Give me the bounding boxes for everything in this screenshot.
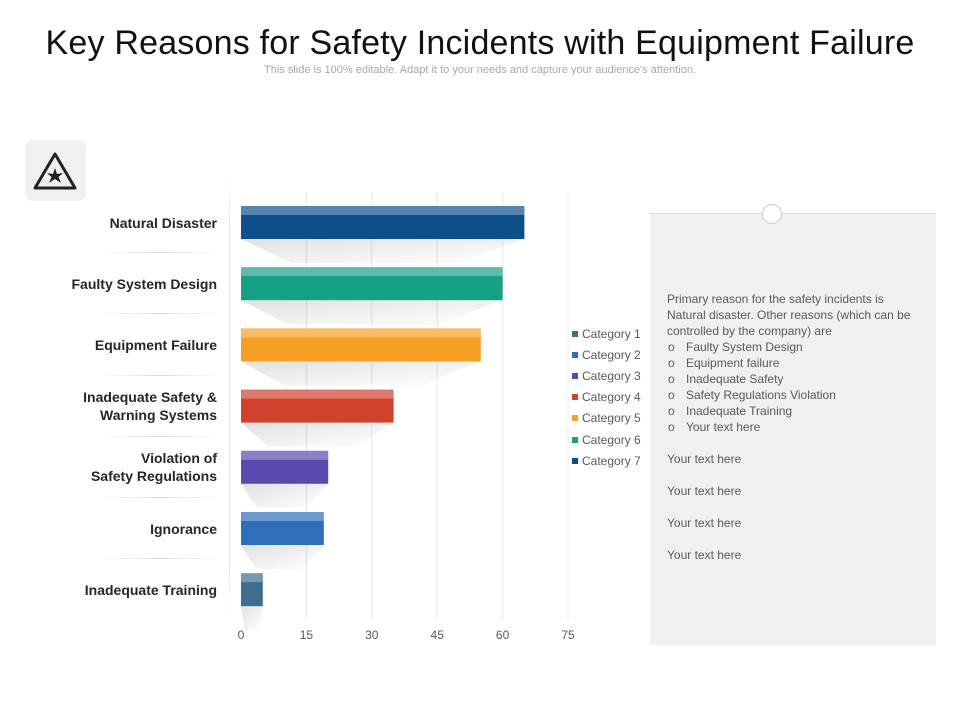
label-separator bbox=[100, 313, 220, 315]
page-subtitle: This slide is 100% editable. Adapt it to… bbox=[264, 64, 696, 76]
legend-item: Category 1 bbox=[572, 323, 652, 344]
bar bbox=[241, 328, 481, 362]
panel-extra-text: Your text here bbox=[667, 516, 742, 530]
legend-label: Category 6 bbox=[582, 432, 641, 447]
bar-highlight bbox=[241, 328, 481, 338]
bar-shadow bbox=[241, 422, 394, 447]
label-separator bbox=[100, 496, 220, 498]
panel-extra: Your text here Your text here Your text he… bbox=[667, 451, 912, 563]
panel-list-item: Faulty System Design bbox=[667, 339, 912, 355]
hazard-icon-box bbox=[25, 140, 86, 201]
x-tick-label: 0 bbox=[238, 628, 245, 642]
label-separator bbox=[100, 252, 220, 254]
x-tick-label: 75 bbox=[561, 628, 575, 642]
panel-list-item: Equipment failure bbox=[667, 355, 912, 371]
panel-text: Primary reason for the safety incidents … bbox=[667, 291, 912, 563]
panel-list-item: Inadequate Training bbox=[667, 403, 912, 419]
x-tick-label: 30 bbox=[365, 628, 379, 642]
legend-item: Category 6 bbox=[572, 429, 652, 450]
legend-swatch bbox=[572, 330, 578, 337]
bar-shadow bbox=[241, 239, 525, 263]
legend-swatch bbox=[572, 394, 578, 401]
legend-item: Category 3 bbox=[572, 365, 652, 386]
bar-highlight bbox=[241, 512, 324, 521]
legend-label: Category 7 bbox=[582, 453, 641, 468]
category-label: Ignorance bbox=[150, 520, 217, 537]
label-separator bbox=[100, 374, 220, 376]
bar-highlight bbox=[241, 573, 263, 583]
x-tick-label: 45 bbox=[431, 628, 445, 642]
legend-item: Category 5 bbox=[572, 408, 652, 429]
x-tick-label: 60 bbox=[496, 628, 510, 642]
legend-label: Category 5 bbox=[582, 411, 641, 426]
legend-swatch bbox=[572, 351, 578, 358]
legend-swatch bbox=[572, 436, 578, 443]
page-title: Key Reasons for Safety Incidents with Eq… bbox=[45, 24, 915, 62]
category-label: Equipment Failure bbox=[94, 336, 217, 353]
bar bbox=[241, 206, 525, 239]
label-separator bbox=[100, 435, 220, 437]
panel-extra-text: Your text here bbox=[667, 548, 742, 562]
bar-shadow bbox=[241, 606, 263, 631]
legend-swatch bbox=[572, 415, 578, 422]
bar-highlight bbox=[241, 267, 503, 277]
category-label: Violation of Safety Regulations bbox=[90, 450, 217, 485]
category-labels: Natural Disaster Faulty System Design Equi… bbox=[0, 0, 230, 720]
x-tick-label: 15 bbox=[300, 628, 314, 642]
legend-item: Category 4 bbox=[572, 387, 652, 408]
legend-item: Category 7 bbox=[572, 450, 652, 471]
panel-extra-text: Your text here bbox=[667, 452, 742, 466]
hazard-warning-icon bbox=[33, 152, 77, 190]
bar-shadow bbox=[241, 361, 481, 386]
legend-label: Category 3 bbox=[582, 368, 641, 383]
bar-highlight bbox=[241, 389, 394, 399]
bar bbox=[241, 389, 394, 423]
bar bbox=[241, 573, 263, 607]
bar bbox=[241, 450, 329, 484]
panel-intro: Primary reason for the safety incidents … bbox=[667, 292, 911, 338]
chart-legend: Category 1 Category 2 Category 3 Category 4… bbox=[572, 323, 652, 471]
bar-shadow bbox=[241, 300, 503, 325]
category-label: Inadequate Training bbox=[84, 581, 217, 598]
panel-list-item: Safety Regulations Violation bbox=[667, 387, 912, 403]
panel-list-item: Your text here bbox=[667, 419, 912, 435]
bar-highlight bbox=[241, 450, 329, 460]
bar-shadow bbox=[241, 483, 329, 508]
bar-highlight bbox=[241, 206, 525, 215]
legend-label: Category 1 bbox=[582, 326, 641, 341]
legend-swatch bbox=[572, 372, 578, 379]
legend-label: Category 2 bbox=[582, 347, 641, 362]
panel-list-item: Inadequate Safety bbox=[667, 371, 912, 387]
label-separator bbox=[100, 558, 220, 560]
panel-pin bbox=[762, 204, 782, 224]
bar bbox=[241, 267, 503, 301]
panel-extra-text: Your text here bbox=[667, 484, 742, 498]
axis-divider bbox=[229, 170, 230, 620]
legend-swatch bbox=[572, 457, 578, 464]
category-label: Inadequate Safety & Warning Systems bbox=[83, 389, 217, 424]
bar bbox=[241, 512, 324, 545]
category-label: Natural Disaster bbox=[109, 214, 217, 231]
legend-item: Category 2 bbox=[572, 344, 652, 365]
legend-label: Category 4 bbox=[582, 390, 641, 405]
category-label: Faulty System Design bbox=[71, 275, 218, 292]
bar-shadow bbox=[241, 545, 324, 569]
